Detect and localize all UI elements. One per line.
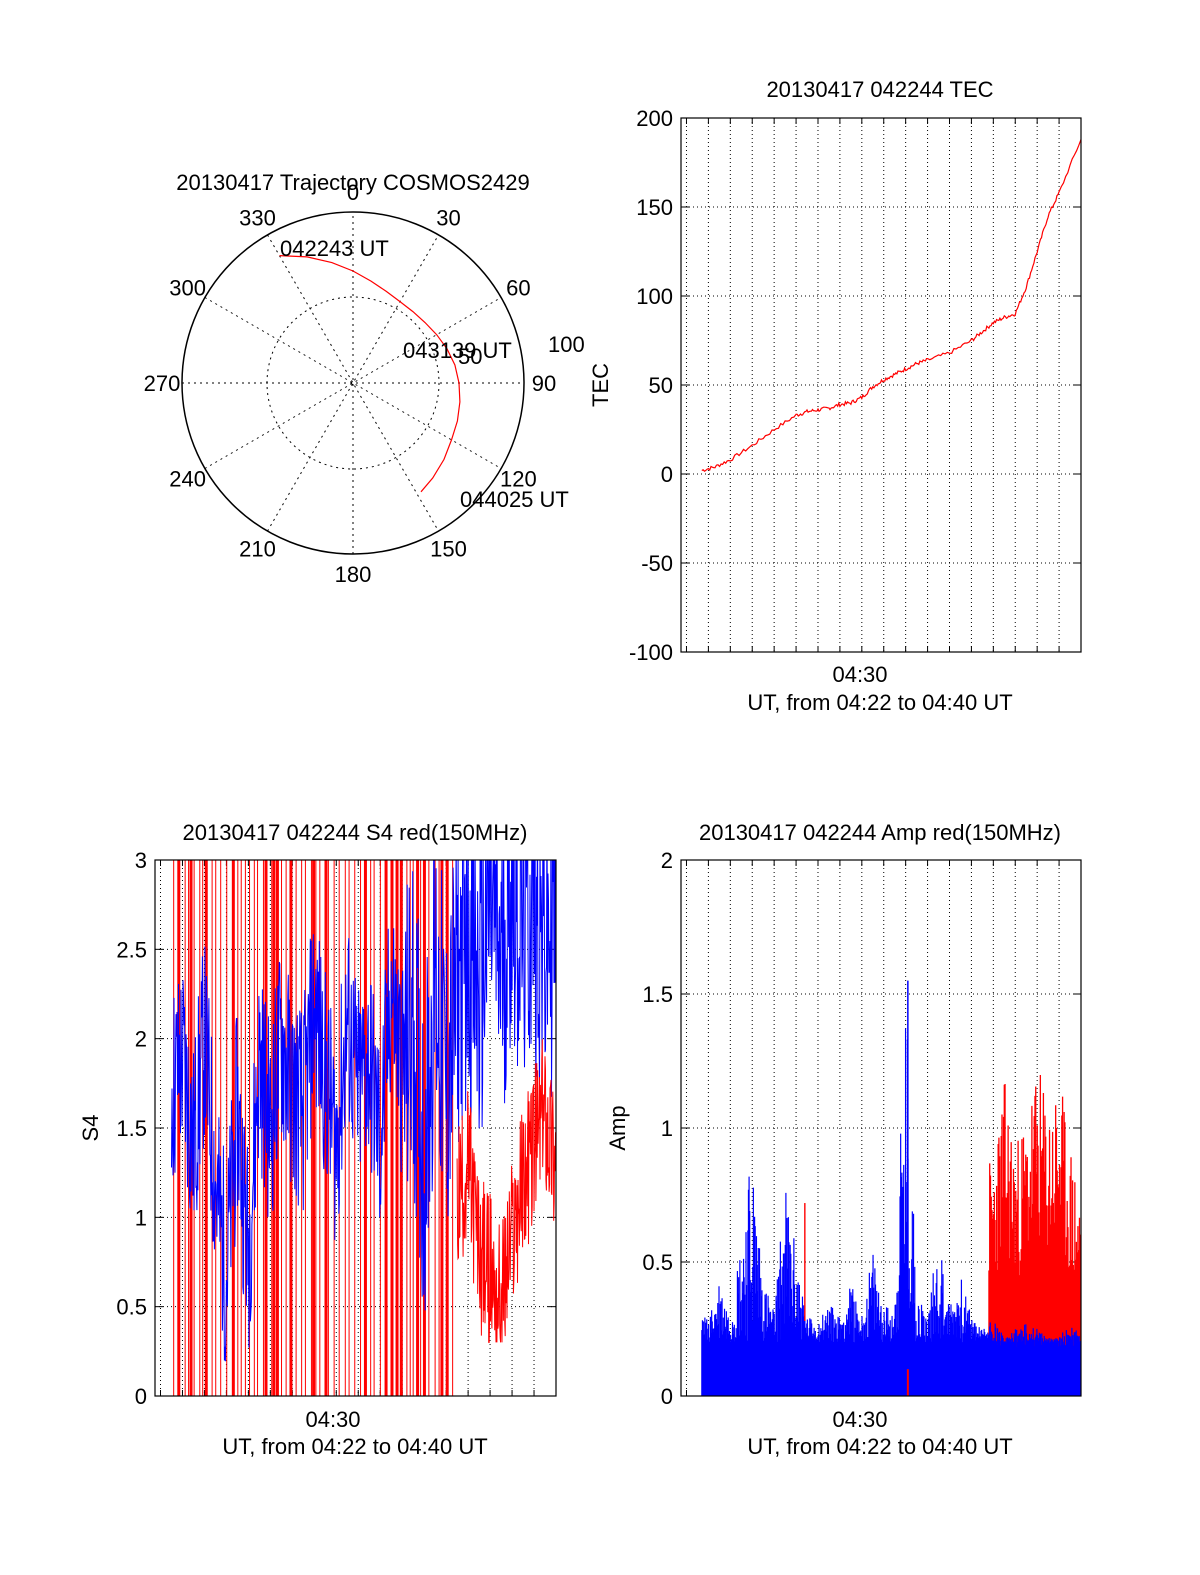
- s4-y-tick-label: 1.5: [116, 1116, 147, 1141]
- tec-y-tick-label: -50: [641, 551, 673, 576]
- tec-data: [701, 139, 1081, 472]
- s4-data: [171, 860, 556, 1396]
- s4-blue-series: [171, 860, 556, 1362]
- polar-angle-label: 210: [239, 536, 276, 561]
- s4-x-tick-label: 04:30: [305, 1407, 360, 1432]
- polar-radius-label: 50: [458, 344, 482, 369]
- amp-y-tick-label: 1: [661, 1116, 673, 1141]
- s4-frame: [154, 859, 557, 1397]
- polar-angle-label: 150: [430, 536, 467, 561]
- polar-angle-label: 330: [239, 206, 276, 231]
- s4-y-tick-label: 1: [135, 1205, 147, 1230]
- amp-y-tick-label: 1.5: [642, 982, 673, 1007]
- tec-y-tick-label: -100: [629, 640, 673, 665]
- amp-y-tick-label: 2: [661, 848, 673, 873]
- s4-y-tick-label: 2.5: [116, 937, 147, 962]
- s4-title: 20130417 042244 S4 red(150MHz): [183, 820, 528, 845]
- s4-y-tick-label: 2: [135, 1027, 147, 1052]
- tec-ylabel: TEC: [588, 363, 613, 407]
- trajectory-annotation: 044025 UT: [460, 487, 569, 512]
- polar-angle-label: 60: [506, 276, 530, 301]
- s4-y-tick-label: 0.5: [116, 1295, 147, 1320]
- polar-inner-ring: [266, 296, 440, 470]
- tec-frame: [680, 117, 1082, 653]
- amp-ylabel: Amp: [605, 1105, 630, 1150]
- tec-y-tick-label: 150: [636, 195, 673, 220]
- s4-ylabel: S4: [78, 1115, 103, 1142]
- trajectory-title: 20130417 Trajectory COSMOS2429: [176, 170, 529, 195]
- polar-angle-label: 180: [335, 562, 372, 587]
- tec-y-tick-label: 0: [661, 462, 673, 487]
- tec-y-tick-label: 100: [636, 284, 673, 309]
- s4-y-tick-label: 3: [135, 848, 147, 873]
- amp-y-tick-label: 0: [661, 1384, 673, 1409]
- polar-angle-labels: 0 30 60 90 120 150 180 210 240 270 300 330: [144, 180, 557, 587]
- tec-x-tick-label: 04:30: [832, 662, 887, 687]
- tec-y-tick-label: 50: [649, 373, 673, 398]
- polar-radius-label: 100: [548, 332, 585, 357]
- polar-angle-label: 300: [169, 276, 206, 301]
- tec-series-line: [701, 139, 1081, 472]
- s4-xlabel: UT, from 04:22 to 04:40 UT: [222, 1434, 487, 1459]
- trajectory-annotation: 043139 UT: [403, 338, 512, 363]
- amp-y-tick-label: 0.5: [642, 1250, 673, 1275]
- amp-plot: 20130417 042244 Amp red(150MHz) Amp 04:3…: [605, 820, 1082, 1459]
- polar-angle-label: 120: [500, 467, 537, 492]
- polar-angle-label: 270: [144, 371, 181, 396]
- tec-y-tick-label: 200: [636, 106, 673, 131]
- s4-red-series: [456, 1039, 556, 1343]
- tec-title: 20130417 042244 TEC: [766, 77, 993, 102]
- trajectory-annotation: 042243 UT: [280, 236, 389, 261]
- amp-x-tick-label: 04:30: [832, 1407, 887, 1432]
- amp-frame: [680, 859, 1082, 1397]
- amp-data: [701, 980, 1081, 1396]
- polar-angle-label: 240: [169, 467, 206, 492]
- s4-plot: 20130417 042244 S4 red(150MHz) S4 04:30 …: [78, 820, 557, 1459]
- amp-title: 20130417 042244 Amp red(150MHz): [699, 820, 1061, 845]
- polar-angle-label: 30: [436, 206, 460, 231]
- amp-xlabel: UT, from 04:22 to 04:40 UT: [747, 1434, 1012, 1459]
- s4-y-tick-label: 0: [135, 1384, 147, 1409]
- trajectory-polar-plot: 20130417 Trajectory COSMOS2429 0 30 60 90 12…: [144, 170, 585, 587]
- trajectory-track: [279, 255, 461, 493]
- polar-angle-label: 90: [532, 371, 556, 396]
- tec-plot: 20130417 042244 TEC TEC 04:30 UT, from 0…: [588, 77, 1082, 715]
- tec-xlabel: UT, from 04:22 to 04:40 UT: [747, 690, 1012, 715]
- polar-angle-label: 0: [347, 180, 359, 205]
